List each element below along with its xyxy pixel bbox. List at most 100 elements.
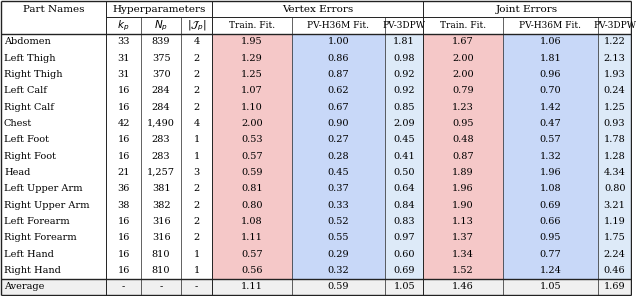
Bar: [385, 164, 423, 181]
Text: 1.08: 1.08: [241, 217, 263, 226]
Bar: [385, 262, 423, 279]
Text: 1.90: 1.90: [452, 201, 474, 210]
Bar: [423, 164, 503, 181]
Text: 0.96: 0.96: [540, 70, 561, 79]
Text: 0.56: 0.56: [241, 266, 263, 275]
Text: 3.21: 3.21: [604, 201, 625, 210]
Bar: [503, 66, 598, 83]
Bar: [503, 115, 598, 132]
Bar: [212, 213, 291, 230]
Text: 31: 31: [117, 54, 130, 63]
Text: 284: 284: [152, 103, 170, 112]
Bar: [598, 230, 632, 246]
Bar: [1, 1, 632, 17]
Text: Chest: Chest: [4, 119, 32, 128]
Text: 0.37: 0.37: [328, 184, 349, 193]
Text: 0.59: 0.59: [328, 282, 349, 291]
Bar: [423, 148, 503, 164]
Text: 0.32: 0.32: [328, 266, 349, 275]
Text: 0.97: 0.97: [394, 233, 415, 242]
Text: 0.95: 0.95: [452, 119, 474, 128]
Bar: [385, 34, 423, 50]
Bar: [212, 181, 291, 197]
Text: 2.00: 2.00: [241, 119, 263, 128]
Bar: [291, 262, 385, 279]
Text: 2.09: 2.09: [394, 119, 415, 128]
Text: 1,490: 1,490: [147, 119, 175, 128]
Text: 2: 2: [193, 86, 200, 95]
Text: 0.57: 0.57: [540, 135, 561, 144]
Text: 1.69: 1.69: [604, 282, 625, 291]
Text: 316: 316: [152, 233, 170, 242]
Bar: [212, 279, 423, 295]
Text: 38: 38: [117, 201, 130, 210]
Bar: [503, 262, 598, 279]
Text: 1.29: 1.29: [241, 54, 263, 63]
Text: Right Foot: Right Foot: [4, 152, 56, 161]
Text: 0.81: 0.81: [241, 184, 263, 193]
Text: Left Upper Arm: Left Upper Arm: [4, 184, 83, 193]
Text: 1.19: 1.19: [604, 217, 625, 226]
Bar: [212, 99, 291, 115]
Bar: [503, 148, 598, 164]
Text: Vertex Errors: Vertex Errors: [282, 5, 353, 14]
Text: 1.00: 1.00: [328, 37, 349, 46]
Text: 0.60: 0.60: [394, 250, 415, 259]
Bar: [503, 246, 598, 262]
Text: $|\mathcal{J}_p|$: $|\mathcal{J}_p|$: [187, 18, 206, 33]
Text: 370: 370: [152, 70, 170, 79]
Text: 2.00: 2.00: [452, 54, 474, 63]
Text: 1.96: 1.96: [452, 184, 474, 193]
Text: $N_p$: $N_p$: [154, 18, 168, 33]
Text: 36: 36: [117, 184, 130, 193]
Text: Right Upper Arm: Right Upper Arm: [4, 201, 90, 210]
Bar: [212, 83, 291, 99]
Text: 1.05: 1.05: [540, 282, 561, 291]
Bar: [385, 132, 423, 148]
Text: Head: Head: [4, 168, 30, 177]
Text: 1.05: 1.05: [394, 282, 415, 291]
Bar: [598, 83, 632, 99]
Bar: [423, 83, 503, 99]
Bar: [1, 148, 212, 164]
Text: 0.67: 0.67: [328, 103, 349, 112]
Bar: [1, 115, 212, 132]
Text: 1: 1: [193, 266, 200, 275]
Text: 0.48: 0.48: [452, 135, 474, 144]
Text: -: -: [122, 282, 125, 291]
Text: 283: 283: [152, 152, 170, 161]
Text: 1.75: 1.75: [604, 233, 625, 242]
Bar: [212, 230, 291, 246]
Bar: [503, 213, 598, 230]
Text: 0.57: 0.57: [241, 152, 263, 161]
Bar: [1, 34, 212, 50]
Bar: [1, 181, 212, 197]
Text: 0.90: 0.90: [328, 119, 349, 128]
Bar: [1, 17, 632, 34]
Bar: [423, 115, 503, 132]
Text: 1.13: 1.13: [452, 217, 474, 226]
Text: 316: 316: [152, 217, 170, 226]
Text: 2: 2: [193, 233, 200, 242]
Bar: [598, 181, 632, 197]
Text: PV-3DPW: PV-3DPW: [593, 21, 636, 30]
Text: 1.95: 1.95: [241, 37, 263, 46]
Bar: [598, 50, 632, 66]
Text: 2: 2: [193, 54, 200, 63]
Bar: [291, 34, 385, 50]
Text: 33: 33: [117, 37, 130, 46]
Text: Abdomen: Abdomen: [4, 37, 51, 46]
Text: 0.69: 0.69: [540, 201, 561, 210]
Bar: [1, 230, 212, 246]
Bar: [503, 132, 598, 148]
Text: 1.96: 1.96: [540, 168, 561, 177]
Text: 0.27: 0.27: [328, 135, 349, 144]
Text: 16: 16: [117, 86, 130, 95]
Text: 0.29: 0.29: [328, 250, 349, 259]
Text: 1.37: 1.37: [452, 233, 474, 242]
Text: 1.67: 1.67: [452, 37, 474, 46]
Text: 0.84: 0.84: [394, 201, 415, 210]
Text: 0.80: 0.80: [241, 201, 263, 210]
Text: 1.42: 1.42: [540, 103, 561, 112]
Bar: [423, 262, 503, 279]
